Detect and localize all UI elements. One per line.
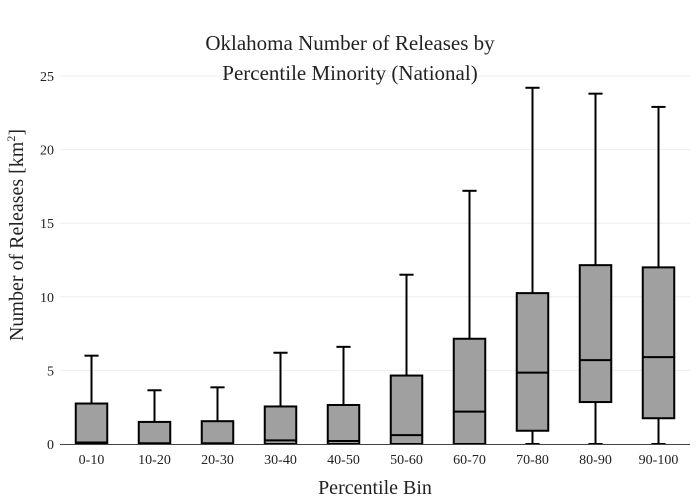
box-iqr: [263, 405, 298, 445]
x-tick-label: 80-90: [579, 453, 612, 468]
x-tick-label: 70-80: [516, 453, 549, 468]
x-tick-label: 50-60: [390, 453, 423, 468]
box-40-50: [326, 345, 361, 446]
box-90-100: [641, 105, 676, 445]
boxes: [74, 86, 676, 446]
box-70-80: [515, 86, 550, 445]
x-tick-label: 20-30: [201, 453, 234, 468]
y-axis-title-end: ]: [6, 129, 28, 136]
x-axis-title: Percentile Bin: [318, 477, 432, 499]
chart-title-line-2: Percentile Minority (National): [222, 61, 477, 85]
box-10-20: [137, 389, 172, 446]
box-30-40: [263, 351, 298, 445]
box-50-60: [389, 273, 424, 445]
box-iqr: [389, 374, 424, 445]
box-iqr: [515, 292, 550, 432]
y-tick-label: 0: [47, 438, 54, 453]
x-axis-ticks: 0-10 10-20 20-30 30-40 40-50 50-60 60-70 70-80 8…: [79, 453, 679, 468]
box-iqr: [641, 266, 676, 420]
box-iqr: [452, 337, 487, 446]
box-iqr: [137, 420, 172, 446]
chart-title-line-1: Oklahoma Number of Releases by: [205, 31, 495, 55]
box-20-30: [200, 386, 235, 445]
x-tick-label: 90-100: [639, 453, 679, 468]
y-tick-label: 20: [40, 144, 54, 159]
y-axis-title-main: Number of Releases [km: [6, 141, 28, 341]
box-80-90: [578, 92, 613, 445]
box-iqr: [200, 420, 235, 445]
x-tick-label: 10-20: [138, 453, 171, 468]
x-tick-label: 0-10: [79, 453, 105, 468]
y-axis-title: Number of Releases [km2]: [4, 129, 28, 341]
box-iqr: [74, 402, 109, 445]
y-tick-label: 10: [40, 291, 54, 306]
box-60-70: [452, 189, 487, 446]
y-tick-label: 15: [40, 217, 54, 232]
x-tick-label: 30-40: [264, 453, 297, 468]
y-axis-title-superscript: 2: [4, 136, 18, 142]
y-tick-label: 5: [47, 364, 54, 379]
box-iqr: [578, 264, 613, 404]
x-tick-label: 60-70: [453, 453, 486, 468]
x-tick-label: 40-50: [327, 453, 360, 468]
box-iqr: [326, 403, 361, 446]
box-0-10: [74, 354, 109, 445]
y-tick-label: 25: [40, 70, 54, 85]
y-axis-ticks: 0 5 10 15 20 25: [40, 70, 54, 453]
